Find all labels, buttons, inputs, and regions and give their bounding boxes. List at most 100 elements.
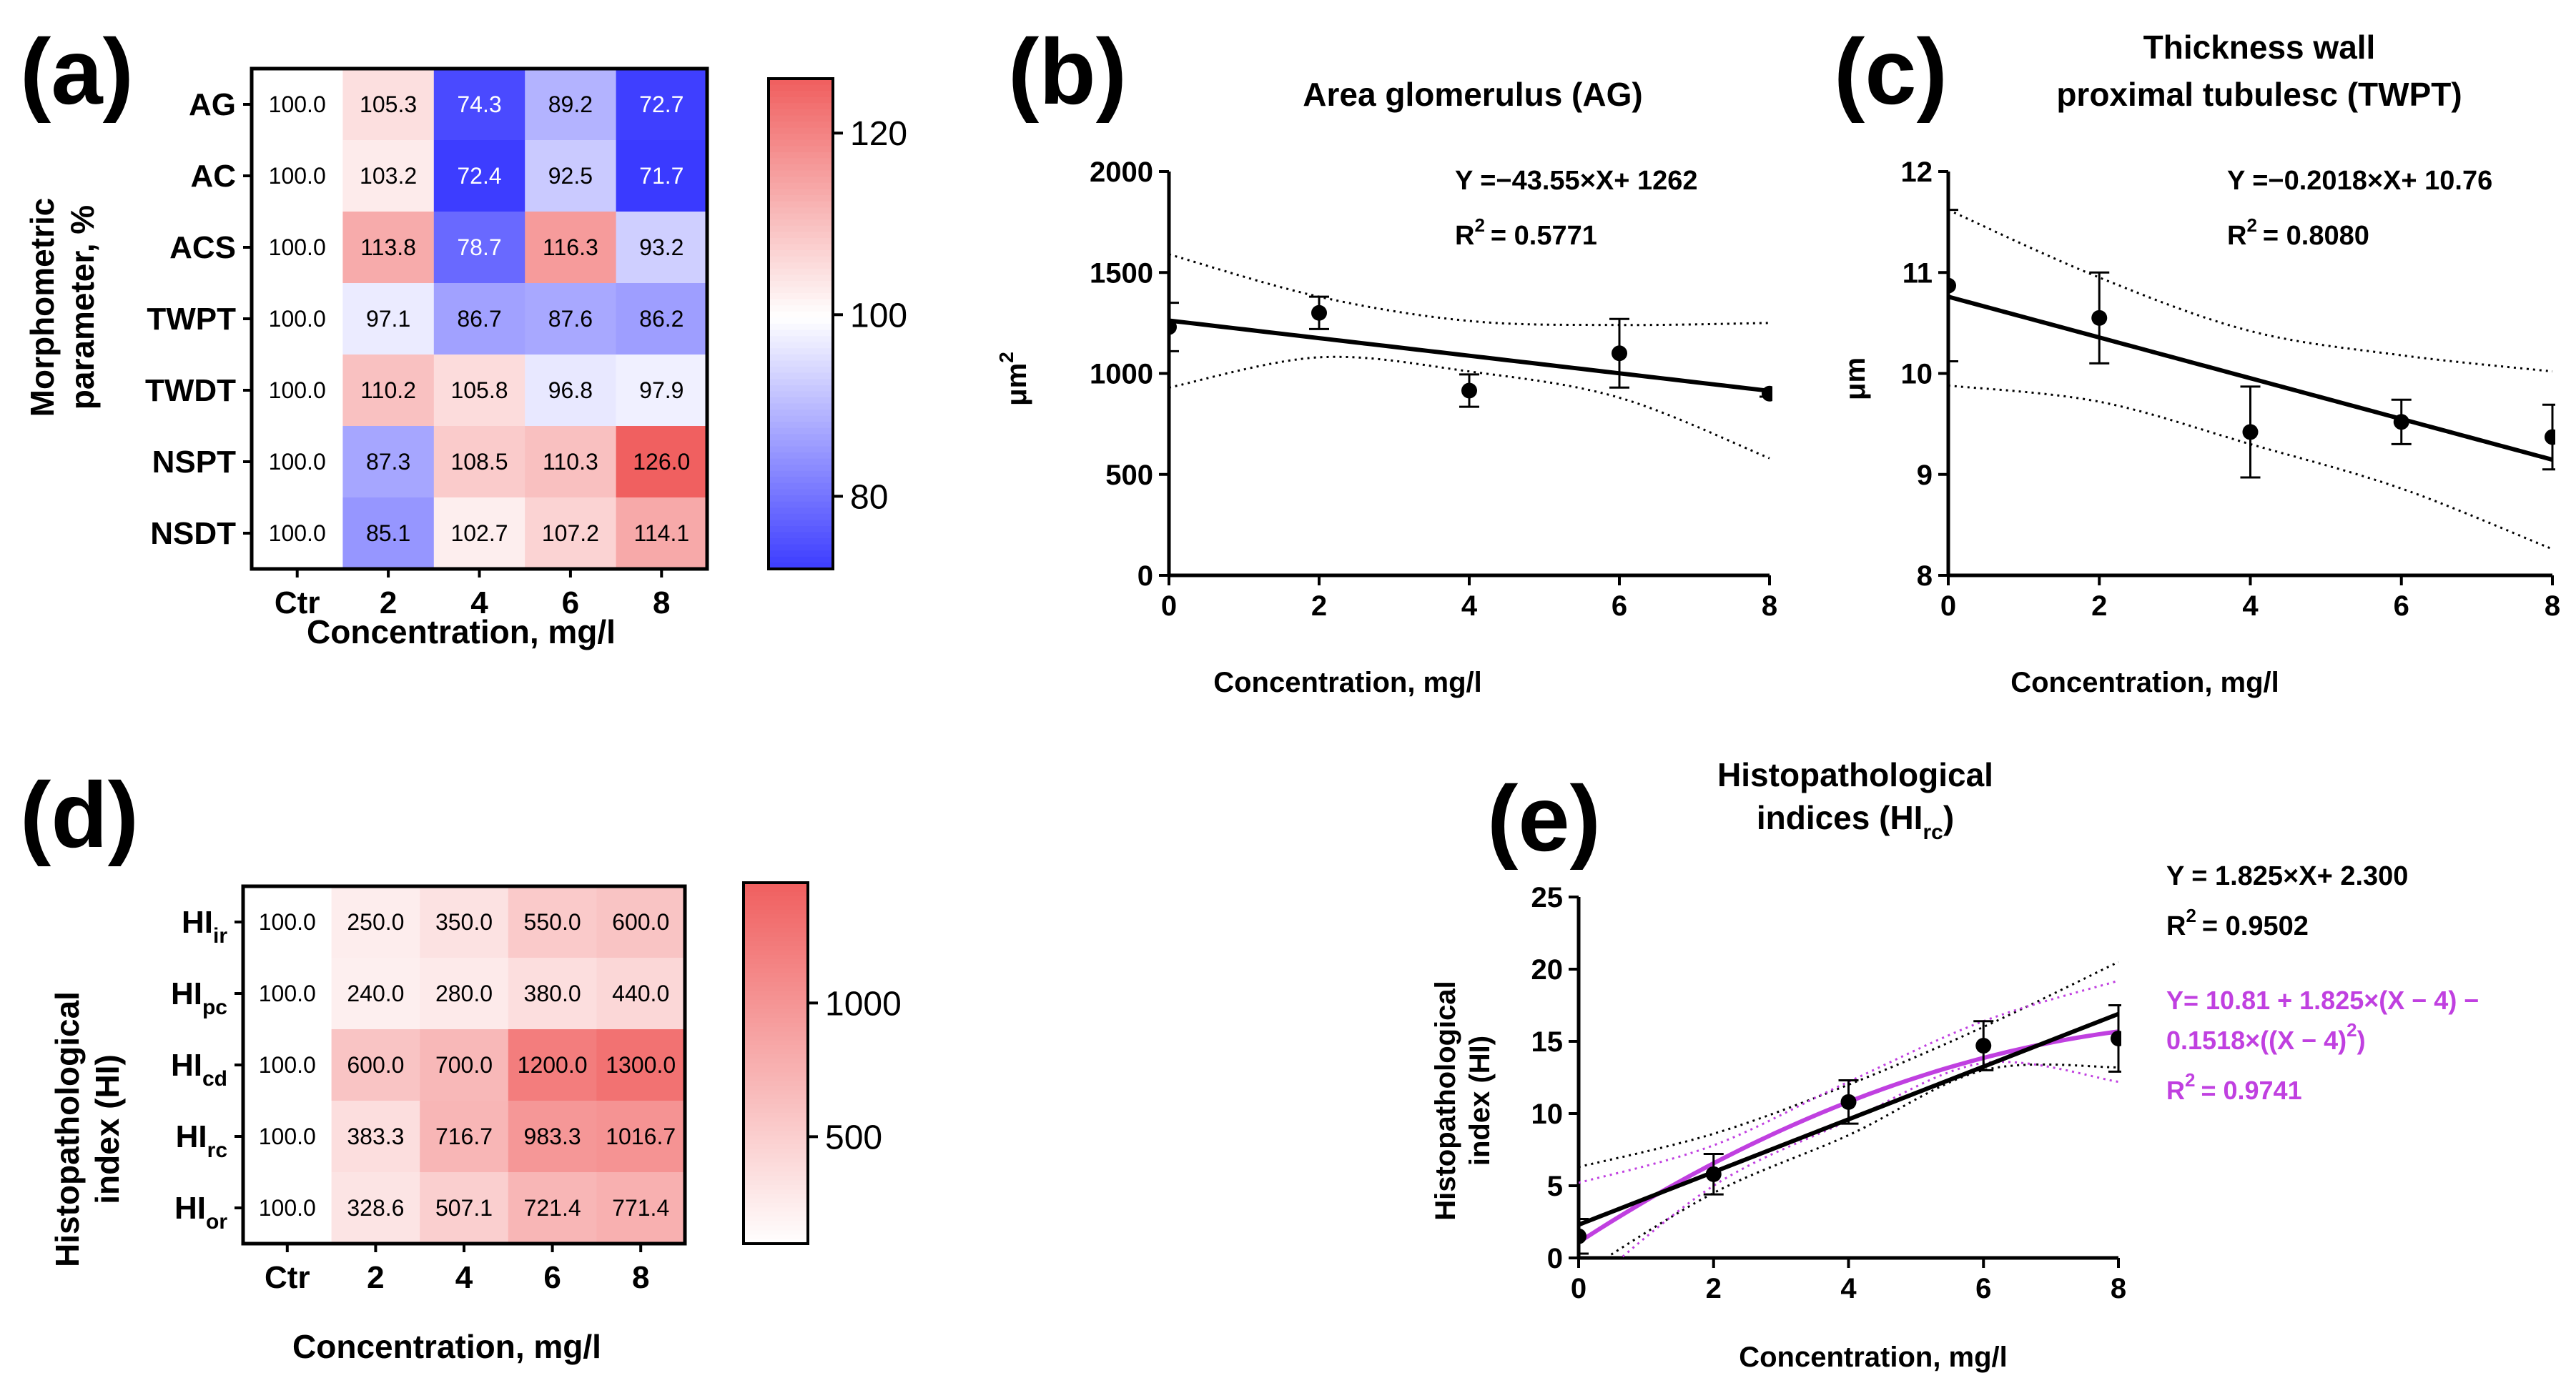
- colorbar-segment: [744, 1000, 808, 1006]
- panel-b-title: Area glomerulus (AG): [1303, 76, 1642, 113]
- colorbar-tick-label: 80: [850, 478, 888, 516]
- heatmap-cell: [342, 497, 435, 570]
- data-point: [2545, 429, 2555, 445]
- panel-c: (c) Thickness wall proximal tubulesc (TW…: [1834, 19, 2560, 698]
- colorbar-segment: [769, 237, 833, 245]
- x-tick-label: 8: [2545, 590, 2560, 622]
- colorbar-segment: [744, 1004, 808, 1010]
- heatmap-row-label: ACS: [169, 230, 236, 265]
- heatmap-row-label-sub: ir: [213, 924, 227, 948]
- panel-c-letter: (c): [1834, 19, 1948, 124]
- panel-b-r2: R2 = 0.5771: [1455, 214, 1597, 251]
- colorbar-segment: [744, 959, 808, 965]
- heatmap-cell-value: 100.0: [269, 449, 326, 475]
- data-point: [2393, 414, 2409, 430]
- panel-a-ylabel-line2: parameter, %: [64, 205, 101, 410]
- heatmap-cell-value: 1016.7: [606, 1124, 676, 1149]
- heatmap-cell: [342, 426, 435, 498]
- heatmap-cell-value: 110.3: [543, 449, 598, 475]
- data-point: [1311, 304, 1327, 321]
- colorbar-segment: [769, 262, 833, 269]
- colorbar-segment: [769, 415, 833, 423]
- heatmap-cell-value: 700.0: [435, 1052, 493, 1078]
- colorbar-segment: [769, 329, 833, 337]
- heatmap-cell-value: 771.4: [612, 1195, 669, 1221]
- data-point: [1579, 1228, 1586, 1244]
- colorbar-segment: [744, 1108, 808, 1114]
- ci-linear-lower: [1604, 1063, 2119, 1258]
- panel-e-equation-linear: Y = 1.825×X+ 2.300: [2166, 861, 2408, 891]
- colorbar-segment: [744, 1135, 808, 1141]
- data-point: [2242, 424, 2259, 440]
- heatmap-row-label-base: HI: [182, 905, 213, 940]
- panel-e-r2-linear-sup: 2: [2186, 905, 2196, 926]
- data-point: [1840, 1094, 1857, 1110]
- y-tick-label: 20: [1531, 954, 1564, 986]
- colorbar-segment: [744, 955, 808, 961]
- panel-c-ylabel: μm: [1840, 357, 1871, 400]
- heatmap-cell: [420, 1029, 509, 1101]
- heatmap-col-label: 2: [380, 585, 397, 620]
- colorbar-segment: [769, 507, 833, 515]
- svg-text:μm2: μm2: [995, 352, 1032, 406]
- data-point: [1948, 277, 1956, 294]
- colorbar-frame: [742, 881, 809, 1245]
- colorbar-segment: [744, 891, 808, 897]
- panel-e-ylabel: Histopathological index (HI): [1430, 981, 1496, 1221]
- x-tick-label: 8: [1762, 590, 1777, 622]
- heatmap-cell-value: 100.0: [259, 981, 316, 1006]
- colorbar-segment: [769, 244, 833, 252]
- heatmap-cell-value: 100.0: [259, 909, 316, 935]
- heatmap-row-label: TWPT: [147, 302, 236, 337]
- panel-a-ylabel-line1: Morphometric: [24, 198, 61, 417]
- heatmap-row-label: AG: [189, 87, 236, 122]
- heatmap-cell: [508, 886, 597, 958]
- heatmap-cell: [243, 1172, 332, 1244]
- ci-upper: [1169, 253, 1770, 327]
- colorbar-segment: [744, 1234, 808, 1240]
- panel-a-ylabel: Morphometric parameter, %: [24, 198, 101, 417]
- heatmap-row-label-base: HI: [176, 1119, 207, 1154]
- heatmap-row-label-base: HI: [171, 1048, 202, 1083]
- colorbar-segment: [769, 274, 833, 282]
- y-tick-label: 8: [1917, 560, 1933, 592]
- heatmap-cell-value: 716.7: [435, 1124, 493, 1149]
- heatmap-cell-value: 86.7: [457, 306, 501, 332]
- colorbar-segment: [769, 287, 833, 294]
- colorbar-segment: [769, 256, 833, 264]
- panel-e: (e) Histopathological indices (HIrc) 0 2 4…: [1430, 756, 2479, 1373]
- y-tick-label: 10: [1901, 359, 1933, 390]
- colorbar-segment: [769, 299, 833, 307]
- colorbar-segment: [769, 317, 833, 324]
- colorbar-segment: [744, 1022, 808, 1028]
- heatmap-cell-value: 97.1: [366, 306, 410, 332]
- colorbar-tick-label: 500: [825, 1119, 882, 1156]
- colorbar-segment: [744, 1139, 808, 1146]
- panel-e-title-line2: indices (HIrc): [1757, 799, 1954, 844]
- colorbar-a: 120 100 80: [767, 77, 907, 570]
- heatmap-row-label-base: HI: [171, 976, 202, 1011]
- heatmap-cell: [596, 1172, 686, 1244]
- heatmap-cell: [243, 1029, 332, 1101]
- heatmap-cell-value: 86.2: [639, 306, 684, 332]
- colorbar-segment: [744, 1036, 808, 1041]
- colorbar-segment: [744, 1211, 808, 1218]
- heatmap-cell-value: 380.0: [524, 981, 581, 1006]
- colorbar-segment: [769, 489, 833, 497]
- colorbar-segment: [769, 422, 833, 429]
- heatmap-cell: [243, 886, 332, 958]
- colorbar-segment: [769, 324, 833, 331]
- colorbar-segment: [744, 1031, 808, 1037]
- colorbar-segment: [769, 170, 833, 178]
- y-tick-label: 9: [1917, 460, 1933, 491]
- heatmap-col-label: 8: [632, 1260, 649, 1295]
- heatmap-cell: [252, 140, 343, 212]
- colorbar-segment: [769, 134, 833, 141]
- colorbar-segment: [769, 532, 833, 540]
- heatmap-cell: [525, 355, 617, 427]
- x-tick-label: 4: [1461, 590, 1478, 622]
- heatmap-cell-value: 105.3: [360, 91, 417, 117]
- heatmap-cell-value: 440.0: [612, 981, 669, 1006]
